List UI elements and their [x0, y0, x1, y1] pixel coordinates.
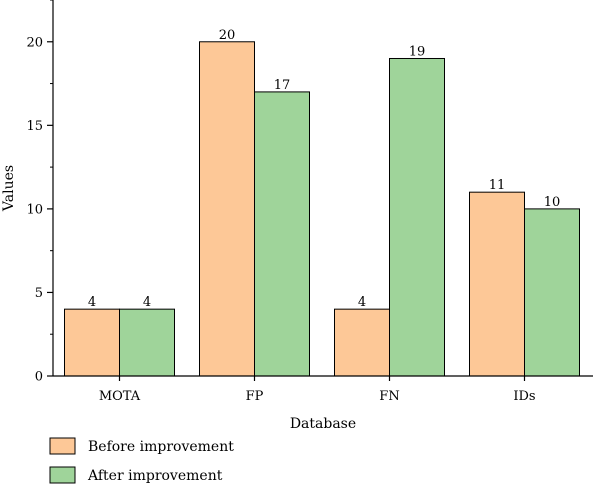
bar-mota-series-1: [64, 308, 120, 377]
data-label: 20: [219, 28, 236, 43]
y-tick-label: 20: [26, 35, 43, 50]
x-tick-label: FP: [246, 389, 264, 404]
legend-label: Before improvement: [88, 439, 234, 455]
data-label: 19: [409, 44, 426, 59]
data-labels-group: 4 4 20 17 4 19 11 10: [88, 28, 560, 310]
bar-fn-series-2: [389, 57, 445, 377]
legend-label: After improvement: [87, 468, 223, 484]
y-ticks-group: 0 5 10 15 20: [26, 0, 53, 385]
axes-group: [52, 0, 593, 377]
data-label: 4: [358, 295, 366, 310]
x-tick-label: FN: [379, 389, 399, 404]
bar-fp-series-1: [199, 41, 255, 377]
data-label: 10: [544, 195, 561, 210]
legend: Before improvement After improvement: [49, 437, 234, 484]
y-tick-label: 15: [26, 119, 43, 134]
data-label: 17: [274, 78, 291, 93]
legend-swatch: [49, 466, 76, 484]
x-ticks-group: MOTA FP FN IDs: [99, 376, 536, 404]
legend-swatch: [49, 437, 76, 455]
bar-fp-series-2: [254, 91, 310, 377]
data-label: 11: [489, 178, 506, 193]
bar-ids-series-1: [469, 191, 525, 377]
x-axis-title: Database: [290, 416, 356, 432]
bar-mota-series-2: [119, 308, 175, 377]
data-label: 4: [143, 295, 151, 310]
x-tick-label: IDs: [513, 389, 535, 404]
bars-group: [64, 41, 580, 377]
bar-ids-series-2: [524, 208, 580, 377]
bar-fn-series-1: [334, 308, 390, 377]
data-label: 4: [88, 295, 96, 310]
y-axis-title: Values: [1, 165, 17, 212]
y-tick-label: 10: [26, 202, 43, 217]
x-tick-label: MOTA: [99, 389, 141, 404]
y-tick-label: 0: [35, 370, 43, 385]
y-tick-label: 5: [35, 286, 43, 301]
